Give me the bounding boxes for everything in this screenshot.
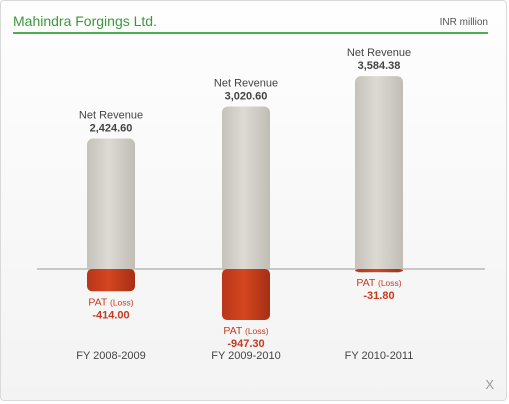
pat-label-suffix: (Loss)	[378, 278, 402, 288]
title-divider	[13, 32, 488, 34]
revenue-value-label: 2,424.60	[90, 123, 133, 135]
pat-label-suffix: (Loss)	[110, 297, 134, 307]
unit-label: INR million	[439, 17, 488, 28]
pat-bar	[222, 269, 270, 320]
revenue-value-label: 3,020.60	[225, 90, 268, 102]
company-title: Mahindra Forgings Ltd.	[13, 13, 157, 29]
revenue-bar	[87, 138, 135, 273]
pat-label-main: PAT	[223, 325, 245, 337]
pat-bar	[87, 269, 135, 292]
pat-series-label: PAT (Loss)	[88, 296, 133, 308]
category-label: FY 2010-2011	[345, 350, 414, 362]
revenue-series-label: Net Revenue	[214, 77, 278, 89]
pat-value-label: -414.00	[92, 309, 129, 321]
pat-bar	[355, 269, 403, 272]
pat-value-label: -947.30	[227, 338, 264, 350]
pat-label-main: PAT	[88, 296, 110, 308]
revenue-bar	[222, 106, 270, 273]
pat-label-suffix: (Loss)	[245, 326, 269, 336]
close-button[interactable]: X	[485, 377, 494, 392]
pat-value-label: -31.80	[363, 290, 394, 302]
category-label: FY 2008-2009	[76, 350, 146, 362]
revenue-bar	[355, 76, 403, 273]
revenue-series-label: Net Revenue	[347, 47, 411, 59]
revenue-value-label: 3,584.38	[358, 60, 401, 72]
pat-series-label: PAT (Loss)	[356, 277, 401, 289]
revenue-series-label: Net Revenue	[79, 110, 143, 122]
pat-label-main: PAT	[356, 277, 378, 289]
pat-series-label: PAT (Loss)	[223, 325, 268, 337]
category-label: FY 2009-2010	[211, 350, 281, 362]
